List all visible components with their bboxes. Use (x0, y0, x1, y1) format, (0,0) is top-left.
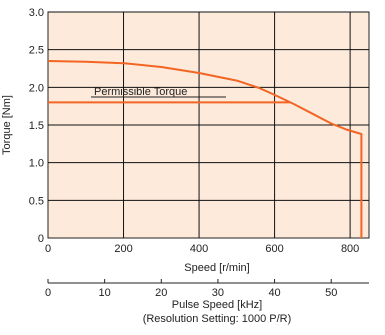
x-tick-label: 0 (45, 243, 51, 255)
secondary-tick-label: 30 (212, 287, 224, 299)
y-tick-label: 2.0 (29, 82, 44, 94)
secondary-tick-label: 50 (325, 287, 337, 299)
y-axis-ticks: 0 0.5 1.0 1.5 2.0 2.5 3.0 (29, 7, 44, 245)
x-tick-label: 800 (341, 243, 359, 255)
x-axis-label: Speed [r/min] (184, 262, 249, 274)
series-line-pullout-torque (47, 60, 363, 238)
series-lines (47, 60, 363, 238)
x-tick-label: 600 (265, 243, 283, 255)
secondary-tick-label: 10 (99, 287, 111, 299)
secondary-tick-label: 20 (155, 287, 167, 299)
secondary-x-axis-ticks: 0 10 20 30 40 50 (45, 279, 337, 299)
y-tick-label: 1.0 (29, 158, 44, 170)
grid-lines (48, 11, 369, 238)
y-tick-label: 2.5 (29, 45, 44, 57)
y-tick-label: 3.0 (29, 7, 44, 19)
secondary-x-axis-label: Pulse Speed [kHz] (172, 299, 263, 311)
secondary-x-axis-sublabel: (Resolution Setting: 1000 P/R) (143, 313, 292, 325)
x-tick-label: 200 (114, 243, 132, 255)
y-axis-label: Torque [Nm] (1, 95, 13, 155)
secondary-tick-label: 40 (268, 287, 280, 299)
y-tick-label: 0.5 (29, 195, 44, 207)
secondary-tick-label: 0 (45, 287, 51, 299)
y-tick-label: 0 (38, 233, 44, 245)
y-tick-label: 1.5 (29, 120, 44, 132)
x-tick-label: 400 (190, 243, 208, 255)
annotation-permissible-torque: Permissible Torque (94, 86, 187, 98)
x-axis-ticks: 0 200 400 600 800 (45, 243, 359, 255)
